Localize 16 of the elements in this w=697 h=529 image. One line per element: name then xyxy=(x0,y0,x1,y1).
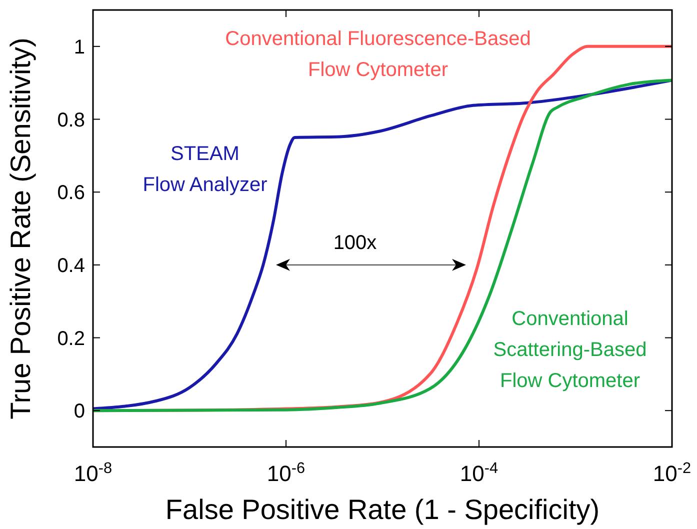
y-tick-label: 0.8 xyxy=(57,109,85,132)
y-tick-label: 1 xyxy=(74,36,85,58)
x-axis-title: False Positive Rate (1 - Specificity) xyxy=(165,494,600,525)
y-tick-label: 0.4 xyxy=(57,254,85,277)
x-tick-label: 10$^{-6}$ xyxy=(266,460,306,486)
x-tick-label: 10$^{-2}$ xyxy=(652,460,692,486)
y-tick-label: 0.2 xyxy=(57,328,85,350)
series-label: Conventional Scattering-Based Flow Cytometer xyxy=(493,308,647,392)
x-tick-label: 10$^{-4}$ xyxy=(460,460,499,486)
y-tick-label: 0 xyxy=(74,400,85,423)
series-label: STEAM Flow Analyzer xyxy=(142,143,268,196)
y-tick-label: 0.6 xyxy=(57,182,85,204)
y-axis-title: True Positive Rate (Sensitivity) xyxy=(5,38,36,420)
x-tick-label: 10$^{-8}$ xyxy=(74,460,112,486)
annotation: 100x xyxy=(333,232,377,254)
series-label: Conventional Fluorescence-Based Flow Cytometer xyxy=(225,28,531,81)
